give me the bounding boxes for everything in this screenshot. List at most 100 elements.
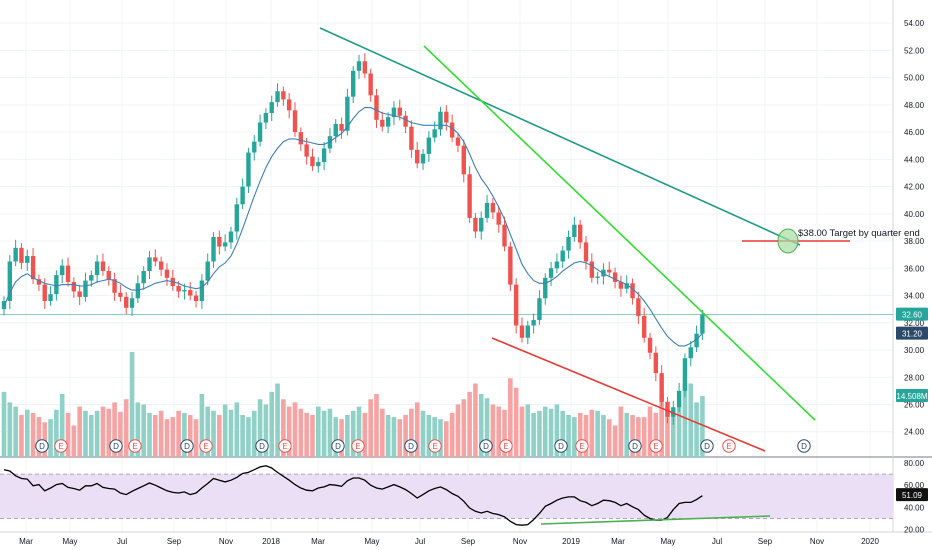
moving-average-line — [3, 107, 703, 347]
volume-bar — [71, 425, 77, 457]
rsi-divergence-line — [540, 515, 771, 525]
volume-bar — [118, 411, 123, 457]
price-axis-label: 30.00 — [904, 346, 925, 355]
volume-bar — [345, 415, 350, 457]
marker-label: E — [726, 442, 731, 451]
rsi-axis[interactable]: 80.00 60.00 40.00 20.00 — [904, 459, 925, 535]
volume-bar — [269, 391, 275, 457]
volume-bar — [537, 410, 542, 457]
candle-body — [188, 290, 193, 296]
candle-body — [554, 261, 560, 269]
price-axis-label: 40.00 — [904, 210, 925, 219]
volume-bar — [1, 391, 7, 457]
volume-bar — [531, 412, 536, 457]
candle-body — [391, 107, 397, 118]
candle-body — [60, 265, 65, 276]
marker-label: D — [39, 442, 45, 451]
volume-bar — [211, 410, 216, 457]
volume-bar — [542, 406, 548, 457]
volume-bar — [123, 399, 129, 457]
candle-body — [438, 111, 443, 130]
price-axis-label: 28.00 — [904, 373, 925, 382]
candle-body — [455, 137, 461, 146]
volume-bar — [42, 422, 48, 457]
marker-label: E — [432, 442, 437, 451]
volume-bar — [193, 419, 199, 457]
volume-bar — [659, 394, 664, 457]
volume-bar — [397, 419, 403, 457]
candle-body — [589, 261, 595, 278]
candle-body — [54, 275, 59, 295]
volume-bar — [362, 412, 368, 457]
volume-bar — [595, 410, 600, 457]
volume-bar — [54, 409, 59, 457]
candle-body — [380, 119, 385, 127]
trendlines[interactable] — [319, 27, 850, 452]
candle-body — [385, 117, 391, 127]
marker-circle — [722, 439, 736, 453]
marker-circle — [278, 439, 292, 453]
candle-body — [682, 358, 688, 391]
candle-body — [537, 298, 542, 321]
earnings-marker: E — [499, 439, 513, 453]
volume-bar — [327, 408, 333, 457]
volume-bar — [577, 412, 583, 457]
earnings-marker: E — [199, 439, 213, 453]
dividend-marker: D — [35, 439, 49, 453]
volume-bar — [217, 415, 222, 457]
candle-body — [671, 407, 676, 417]
candle-body — [124, 296, 129, 308]
candle-body — [304, 144, 309, 157]
price-axis[interactable]: 54.00 52.00 50.00 48.00 46.00 44.00 42.00 40.00… — [904, 19, 925, 437]
candle-body — [112, 279, 117, 293]
candle-body — [252, 141, 257, 153]
earnings-marker: E — [428, 439, 442, 453]
volume-badge-bg — [896, 389, 928, 402]
volume-bar — [141, 404, 146, 457]
candle-body — [321, 148, 327, 163]
candle-body — [13, 247, 18, 262]
marker-label: E — [355, 442, 360, 451]
price-badges: 32.60 31.20 14.508M 51.09 — [896, 307, 928, 502]
earnings-marker: E — [128, 439, 142, 453]
marker-circle — [180, 439, 194, 453]
volume-bar — [589, 409, 595, 457]
candle-body — [351, 70, 356, 97]
last-price-badge: 32.60 — [896, 307, 928, 321]
volume-bar — [100, 406, 106, 457]
volume-bar — [24, 409, 30, 457]
target-annotation[interactable]: $38.00 Target by quarter end — [798, 228, 920, 239]
ma-value-badge: 31.20 — [896, 326, 928, 340]
volume-bar — [606, 419, 612, 457]
volume-bar — [129, 352, 135, 457]
rsi-axis-label: 40.00 — [904, 503, 925, 512]
marker-label: E — [203, 442, 208, 451]
price-axis-label: 46.00 — [904, 128, 925, 137]
marker-circle — [351, 439, 365, 453]
time-axis-label: 2020 — [861, 537, 879, 546]
candle-body — [48, 294, 53, 301]
ma-value-badge-text: 31.20 — [902, 330, 923, 339]
volume-bar — [385, 415, 391, 457]
candle-body — [205, 261, 210, 281]
candle-body — [700, 314, 705, 334]
candle-body — [426, 137, 432, 154]
candle-body — [281, 91, 286, 100]
volume-bar — [554, 404, 560, 457]
candle-body — [508, 246, 513, 285]
volume-bar — [420, 410, 426, 457]
dividend-marker: D — [255, 439, 269, 453]
candle-body — [688, 347, 693, 359]
candle-body — [193, 295, 199, 301]
marker-circle — [499, 439, 513, 453]
candle-body — [577, 224, 583, 243]
resistance-trendline — [319, 27, 801, 246]
candle-body — [583, 242, 589, 262]
volume-bar — [350, 410, 356, 457]
candle-body — [665, 401, 670, 417]
volume-bar — [94, 410, 100, 457]
candle-body — [228, 231, 234, 243]
time-axis[interactable]: Mar May Jul Sep Nov 2018 Mar May Jul Sep Nov 2019 Ma… — [19, 537, 879, 546]
